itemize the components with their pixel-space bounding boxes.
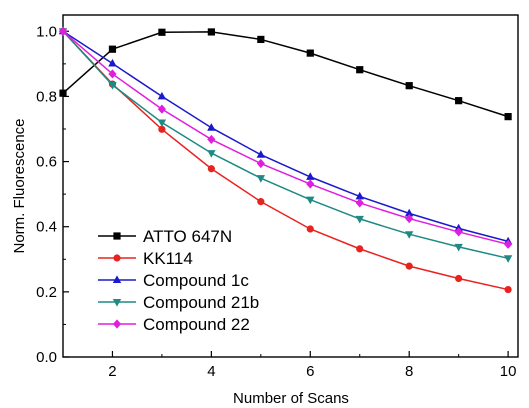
data-point bbox=[158, 125, 166, 133]
legend-entry: KK114 bbox=[98, 249, 193, 268]
y-tick-label: 0.8 bbox=[36, 88, 57, 105]
legend-entry: Compound 21b bbox=[98, 293, 259, 312]
series-line bbox=[62, 30, 509, 260]
data-point bbox=[207, 123, 216, 131]
series-2 bbox=[58, 26, 513, 245]
x-tick-label: 6 bbox=[306, 363, 314, 380]
data-point bbox=[108, 82, 117, 90]
legend-label: ATTO 647N bbox=[143, 227, 232, 246]
data-point bbox=[355, 191, 364, 200]
data-point bbox=[257, 35, 265, 44]
data-point bbox=[355, 215, 364, 224]
data-point bbox=[108, 58, 117, 67]
legend-label: Compound 22 bbox=[143, 315, 250, 334]
plot-frame bbox=[62, 14, 519, 358]
x-tick-label: 10 bbox=[500, 363, 517, 380]
series-4 bbox=[58, 26, 513, 249]
y-tick-label: 0.2 bbox=[36, 284, 57, 301]
data-point bbox=[157, 119, 167, 128]
data-point bbox=[256, 175, 266, 183]
data-point bbox=[157, 91, 167, 100]
data-point bbox=[455, 97, 463, 105]
series-layer bbox=[58, 26, 513, 294]
legend: ATTO 647N KK114 Compound 1c Compound 21b Com… bbox=[98, 227, 259, 334]
data-point bbox=[306, 172, 315, 180]
legend-marker bbox=[112, 299, 122, 307]
y-tick-label: 0.4 bbox=[36, 219, 57, 236]
data-point bbox=[207, 150, 216, 158]
data-point bbox=[356, 66, 364, 74]
x-tick-label: 4 bbox=[207, 363, 215, 380]
data-point bbox=[157, 104, 167, 114]
data-point bbox=[158, 28, 166, 36]
data-point bbox=[306, 49, 314, 57]
y-tick-label: 1.0 bbox=[36, 23, 57, 40]
data-point bbox=[504, 285, 512, 294]
data-point bbox=[454, 243, 463, 252]
data-point bbox=[256, 158, 265, 169]
data-point bbox=[108, 45, 117, 53]
data-point bbox=[207, 28, 215, 36]
data-point bbox=[207, 134, 216, 145]
data-point bbox=[405, 82, 413, 90]
data-point bbox=[59, 89, 67, 97]
data-point bbox=[355, 198, 364, 208]
series-0 bbox=[59, 28, 512, 121]
y-axis-title: Norm. Fluorescence bbox=[11, 118, 28, 253]
legend-label: Compound 21b bbox=[143, 293, 259, 312]
data-point bbox=[306, 225, 314, 233]
data-point bbox=[306, 179, 315, 189]
data-point bbox=[257, 198, 265, 206]
data-point bbox=[404, 208, 414, 217]
data-point bbox=[504, 239, 513, 249]
legend-entry: Compound 22 bbox=[98, 315, 250, 334]
legend-label: KK114 bbox=[143, 249, 193, 268]
series-line bbox=[62, 31, 509, 118]
data-point bbox=[404, 231, 414, 239]
data-point bbox=[504, 113, 512, 121]
data-point bbox=[356, 245, 364, 253]
series-line bbox=[62, 30, 509, 246]
y-tick-label: 0.6 bbox=[36, 154, 57, 171]
x-tick-label: 8 bbox=[405, 363, 413, 380]
legend-marker bbox=[113, 254, 121, 262]
legend-entry: Compound 1c bbox=[98, 271, 249, 290]
legend-entry: ATTO 647N bbox=[98, 227, 232, 246]
data-point bbox=[454, 227, 463, 237]
axes: 2 4 6 8 10 0.0 0.2 0.4 0.6 0.8 1.0 bbox=[36, 14, 519, 380]
series-line bbox=[62, 30, 509, 291]
series-1 bbox=[59, 27, 512, 294]
series-line bbox=[62, 30, 509, 243]
x-tick-label: 2 bbox=[108, 363, 116, 380]
y-tick-label: 0.0 bbox=[36, 349, 57, 366]
data-point bbox=[306, 196, 315, 205]
data-point bbox=[256, 150, 266, 158]
x-axis-title: Number of Scans bbox=[233, 390, 349, 407]
data-point bbox=[405, 262, 413, 270]
data-point bbox=[455, 274, 463, 283]
legend-marker bbox=[112, 319, 122, 329]
legend-marker bbox=[112, 275, 122, 283]
data-point bbox=[405, 213, 414, 224]
legend-marker bbox=[113, 232, 121, 240]
data-point bbox=[108, 69, 117, 79]
data-point bbox=[58, 26, 68, 36]
data-point bbox=[503, 255, 513, 263]
legend-label: Compound 1c bbox=[143, 271, 249, 290]
data-point bbox=[207, 165, 215, 173]
